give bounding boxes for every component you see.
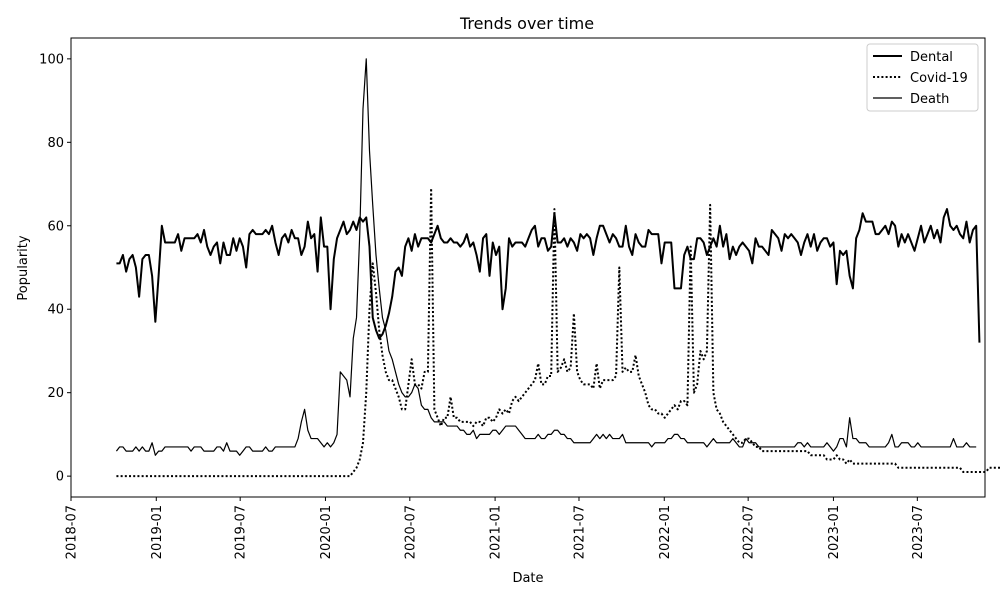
x-tick-label: 2023-01: [827, 505, 842, 559]
x-tick-label: 2021-01: [489, 505, 504, 559]
x-axis-label: Date: [512, 571, 543, 586]
legend-label: Death: [910, 92, 949, 107]
x-tick-label: 2023-07: [911, 505, 926, 559]
legend-label: Dental: [910, 50, 953, 65]
x-tick-label: 2018-07: [65, 505, 80, 559]
series-lines: [115, 58, 1000, 478]
x-tick-label: 2021-07: [573, 505, 588, 559]
x-tick-label: 2019-01: [150, 505, 165, 559]
y-tick-label: 60: [47, 219, 64, 234]
axes: 0 20 40 60 80 100 2018-07 2019-01 2019-07 2020-01…: [39, 37, 986, 559]
y-tick-label: 80: [47, 136, 64, 151]
y-tick-label: 0: [56, 470, 64, 485]
legend-label: Covid-19: [910, 71, 968, 86]
y-tick-label: 100: [39, 52, 64, 67]
plot-frame: [70, 37, 986, 498]
x-tick-label: 2019-07: [234, 505, 249, 559]
series-line-covid-19: [116, 187, 1000, 478]
x-tick-label: 2020-01: [319, 505, 334, 559]
x-tick-label: 2020-07: [403, 505, 418, 559]
legend: Dental Covid-19 Death: [866, 43, 979, 112]
y-tick-label: 40: [47, 303, 64, 318]
y-axis-label: Popularity: [16, 235, 31, 300]
series-line-dental: [116, 208, 981, 343]
legend-box: [866, 43, 979, 112]
series-line-death: [115, 58, 977, 456]
y-tick-label: 20: [47, 386, 64, 401]
x-tick-label: 2022-01: [658, 505, 673, 559]
x-tick-label: 2022-07: [742, 505, 757, 559]
chart-title: Trends over time: [459, 14, 594, 33]
